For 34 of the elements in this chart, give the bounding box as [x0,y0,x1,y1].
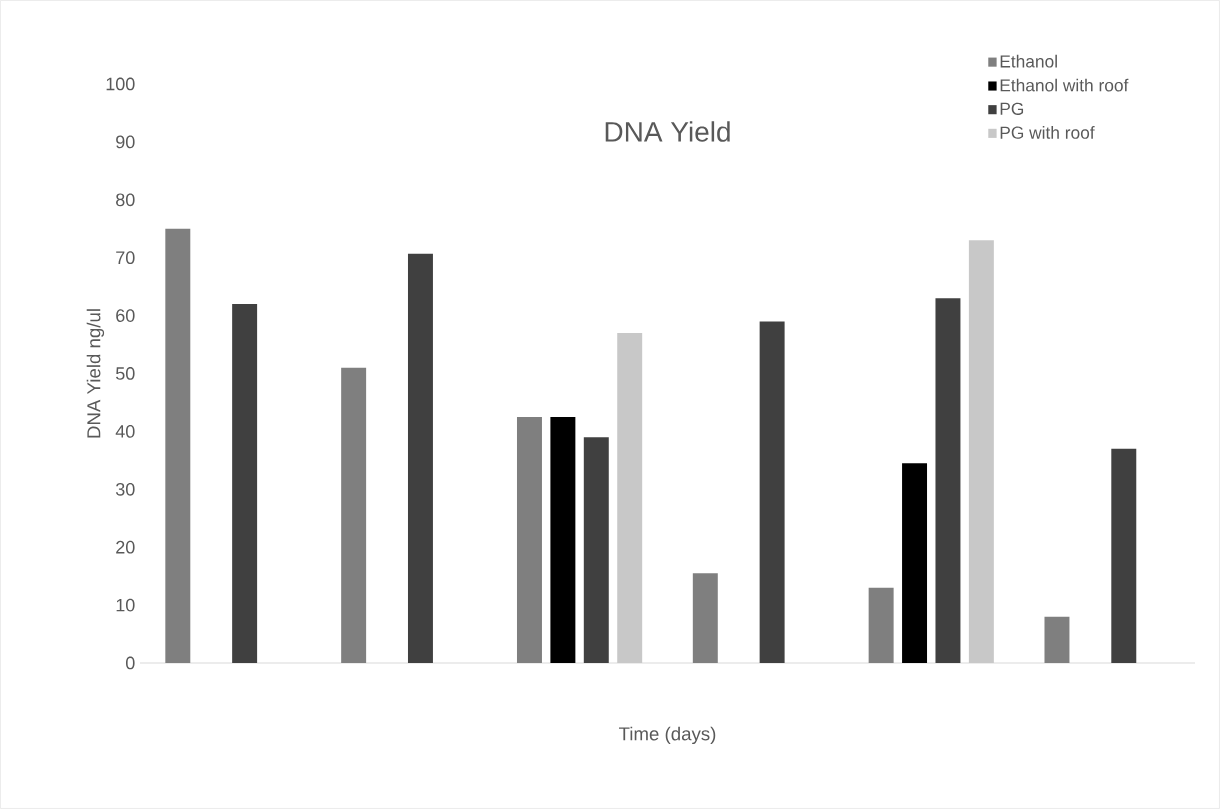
legend-label: Ethanol [1000,54,1057,68]
y-tick-label: 80 [116,193,135,207]
bar [550,416,576,663]
y-tick-label: 70 [116,251,135,265]
y-tick-label: 40 [115,425,135,438]
bar [868,587,894,663]
bar [583,437,609,663]
bar [935,298,961,663]
bar [759,321,785,663]
legend-label: PG [1000,102,1024,115]
bar [692,573,718,663]
y-tick-label: 90 [116,135,135,149]
bar [902,463,928,663]
bar [617,332,643,663]
y-axis-title: DNA Yield ng/ul [86,309,105,438]
y-tick-label: 0 [126,656,135,670]
bar [232,304,258,663]
y-tick-label: 50 [115,367,135,380]
bar [341,367,367,663]
x-axis-title: Time (days) [619,726,716,745]
bar [968,240,994,663]
legend-label: PG with roof [1000,126,1095,139]
bar [165,228,191,663]
bar [1044,616,1070,663]
y-tick-label: 20 [116,540,135,554]
text: DNA Yield [605,121,730,142]
legend-label: Ethanol with roof [1000,78,1129,92]
y-tick-label: 100 [106,77,135,91]
bar [1111,448,1137,663]
y-tick-label: 30 [115,482,135,496]
y-tick-label: 60 [116,309,135,322]
bar [516,416,542,663]
y-tick-label: 10 [116,598,135,612]
bar [407,253,433,663]
